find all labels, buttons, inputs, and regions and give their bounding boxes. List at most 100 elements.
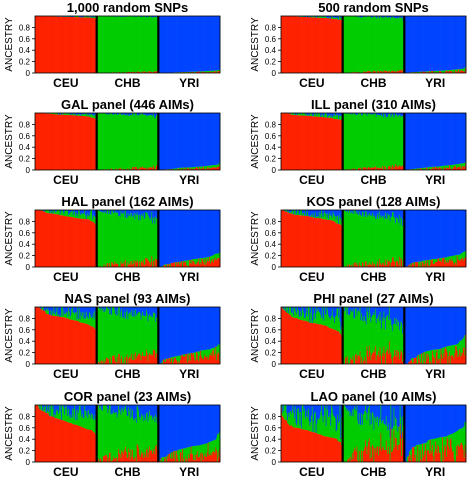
- ancestry-bar-segment: [381, 307, 383, 329]
- ancestry-bar-segment: [204, 210, 206, 258]
- ancestry-bar-segment: [145, 307, 147, 317]
- ancestry-bar-segment: [406, 16, 408, 73]
- ancestry-bar-segment: [201, 350, 203, 359]
- ancestry-bar-segment: [49, 213, 51, 267]
- ancestry-bar-segment: [355, 213, 357, 266]
- ancestry-bar-segment: [216, 16, 219, 71]
- ancestry-bar-segment: [141, 307, 143, 316]
- ancestry-bar-segment: [368, 16, 370, 71]
- ancestry-bar-segment: [307, 16, 309, 18]
- ancestry-bar-segment: [357, 310, 359, 356]
- ancestry-bar-segment: [457, 259, 459, 267]
- ancestry-bar-segment: [195, 167, 197, 170]
- ancestry-bar-segment: [72, 16, 74, 17]
- ancestry-bar-segment: [162, 266, 164, 267]
- ancestry-bar-segment: [400, 307, 402, 322]
- ancestry-bar-segment: [162, 113, 165, 170]
- ancestry-bar-segment: [77, 321, 79, 364]
- ancestry-bar-segment: [369, 352, 371, 364]
- ancestry-bar-segment: [84, 210, 86, 219]
- ancestry-bar-segment: [442, 257, 444, 267]
- ancestry-bar-segment: [416, 262, 418, 267]
- ancestry-bar-segment: [327, 117, 329, 170]
- ancestry-bar-segment: [286, 113, 288, 170]
- ancestry-bar-segment: [331, 18, 333, 73]
- ancestry-bar-segment: [72, 307, 74, 320]
- ancestry-bar-segment: [394, 113, 396, 116]
- ancestry-bar-segment: [166, 210, 168, 265]
- ancestry-bar-segment: [183, 72, 185, 73]
- ancestry-bar-segment: [294, 317, 296, 364]
- ancestry-bar-segment: [334, 329, 336, 364]
- y-tick-label: 0.2: [265, 252, 277, 261]
- ancestry-bar-segment: [386, 71, 388, 73]
- ancestry-bar-segment: [160, 210, 162, 267]
- ancestry-bar-segment: [179, 113, 181, 168]
- ancestry-bar-segment: [145, 17, 147, 73]
- ancestry-bar-segment: [303, 212, 305, 216]
- ancestry-bar-segment: [102, 210, 104, 213]
- ancestry-bar-segment: [97, 210, 99, 267]
- ancestry-bar-segment: [149, 167, 151, 170]
- ancestry-bar-segment: [334, 17, 336, 20]
- ancestry-bar-segment: [463, 71, 465, 73]
- ancestry-bar-segment: [100, 307, 102, 311]
- ancestry-bar-segment: [79, 113, 81, 115]
- ancestry-bar-segment: [93, 113, 95, 117]
- ancestry-bar-segment: [345, 211, 347, 267]
- ancestry-bar-segment: [449, 16, 451, 70]
- ancestry-bar-segment: [161, 362, 163, 364]
- ancestry-bar-segment: [353, 213, 355, 267]
- ancestry-bar-segment: [164, 307, 166, 360]
- ancestry-bar-segment: [402, 225, 404, 267]
- ancestry-bar-segment: [45, 309, 47, 312]
- ancestry-bar-segment: [123, 113, 125, 115]
- ancestry-bar-segment: [180, 72, 182, 73]
- ancestry-bar-segment: [440, 210, 442, 259]
- ancestry-bar-segment: [420, 210, 422, 262]
- ancestry-bar-segment: [178, 360, 180, 364]
- ancestry-bar-segment: [302, 215, 304, 267]
- ancestry-bar-segment: [57, 210, 59, 215]
- ancestry-bar-segment: [203, 16, 205, 72]
- ancestry-bar-segment: [64, 215, 66, 267]
- ancestry-bar-segment: [358, 211, 360, 263]
- ancestry-bar-segment: [90, 325, 92, 364]
- ancestry-bar-segment: [78, 113, 80, 116]
- ancestry-bar-segment: [168, 358, 170, 364]
- ancestry-bar-segment: [335, 113, 337, 116]
- ancestry-bar-segment: [166, 264, 168, 267]
- ancestry-bar-segment: [99, 360, 101, 364]
- ancestry-bar-segment: [381, 71, 383, 73]
- ancestry-bar-segment: [331, 115, 333, 118]
- ancestry-bar-segment: [176, 307, 178, 357]
- ancestry-bar-segment: [371, 261, 374, 267]
- ancestry-bar-segment: [413, 168, 415, 170]
- ancestry-bar-segment: [328, 113, 330, 116]
- ancestry-bar-segment: [339, 224, 341, 267]
- ancestry-bar-segment: [198, 166, 200, 170]
- ancestry-bar-segment: [59, 210, 61, 215]
- ancestry-bar-segment: [115, 16, 118, 17]
- ancestry-bar-segment: [85, 311, 87, 324]
- ancestry-bar-segment: [78, 308, 81, 323]
- ancestry-bar-segment: [144, 114, 146, 168]
- ancestry-bar-segment: [155, 216, 157, 259]
- ancestry-bar-segment: [151, 16, 153, 18]
- ancestry-bar-segment: [72, 210, 74, 218]
- ancestry-bar-segment: [299, 307, 301, 318]
- ancestry-bar-segment: [162, 359, 165, 364]
- ancestry-bar-segment: [388, 340, 391, 364]
- ancestry-bar-segment: [59, 113, 61, 115]
- ancestry-bar-segment: [203, 257, 205, 265]
- ancestry-bar-segment: [78, 17, 81, 73]
- ancestry-bar-segment: [116, 263, 118, 267]
- ancestry-bar-segment: [118, 307, 120, 355]
- ancestry-bar-segment: [171, 307, 173, 358]
- ancestry-bar-segment: [447, 256, 449, 260]
- ancestry-bar-segment: [312, 210, 314, 214]
- ancestry-bar-segment: [361, 313, 363, 357]
- ancestry-bar-segment: [330, 210, 332, 216]
- ancestry-bar-segment: [351, 311, 353, 360]
- ancestry-bar-segment: [206, 307, 208, 350]
